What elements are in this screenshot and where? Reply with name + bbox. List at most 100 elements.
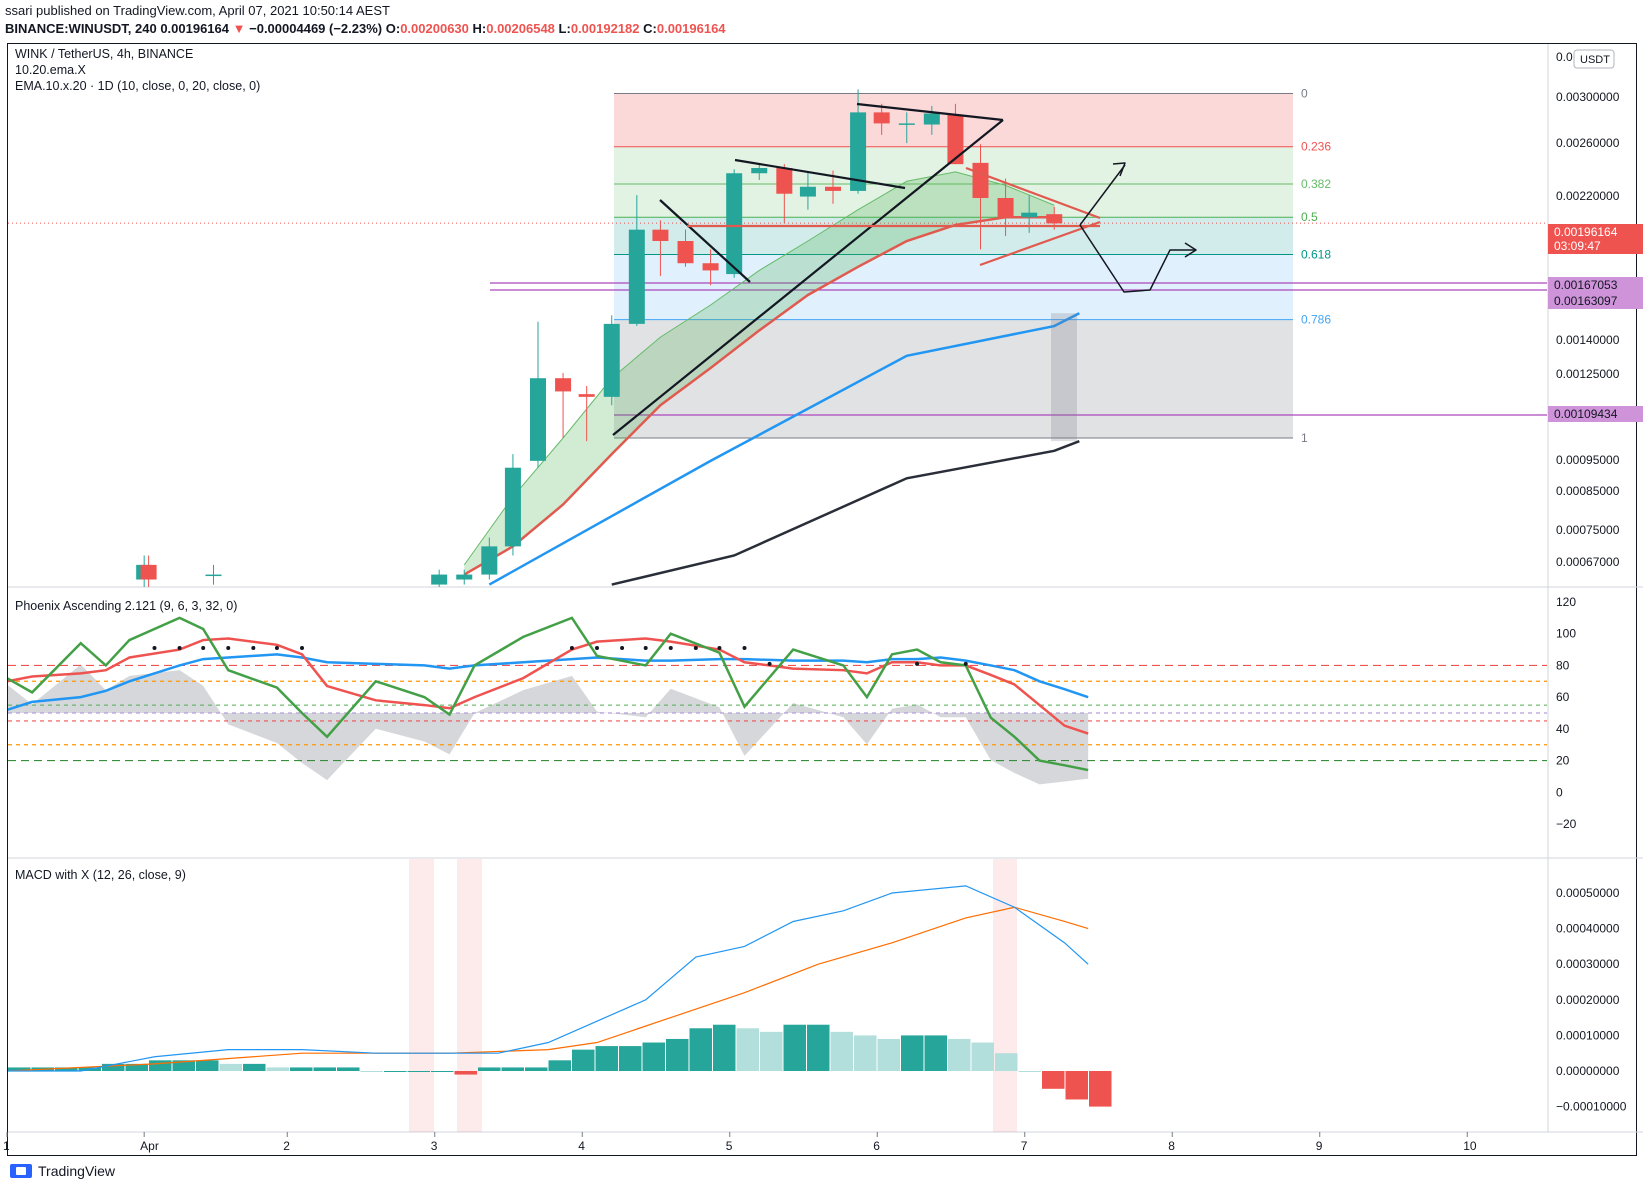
- oscillator-dot: [668, 645, 673, 650]
- time-tick-label: 10: [1463, 1139, 1477, 1153]
- macd-histogram-bar: [454, 1071, 477, 1075]
- macd-cross-band: [409, 859, 434, 1132]
- macd-histogram-bar: [595, 1046, 618, 1071]
- fib-label-0.618: 0.618: [1301, 247, 1331, 261]
- close-value: 0.00196164: [656, 21, 726, 36]
- candle-body: [652, 229, 669, 242]
- tradingview-logo-icon: [10, 1164, 32, 1178]
- candle-body: [603, 323, 620, 397]
- candle-body: [431, 574, 448, 585]
- time-tick-label: Apr: [140, 1139, 159, 1153]
- oscillator-dot: [717, 645, 722, 650]
- arrow-head: [1184, 242, 1197, 258]
- macd-histogram-bar: [642, 1042, 665, 1071]
- projection-arrow-up: [1079, 164, 1126, 226]
- macd-histogram-bar: [478, 1067, 501, 1071]
- time-tick-label: 1: [3, 1139, 10, 1153]
- macd-histogram-bar: [8, 1067, 31, 1071]
- macd-tick: 0.00000000: [1556, 1064, 1620, 1078]
- macd-histogram-bar: [337, 1067, 360, 1071]
- oscillator-tick: 120: [1556, 595, 1576, 609]
- macd-line: [8, 885, 1089, 1072]
- candle-body: [578, 394, 595, 397]
- tradingview-footer[interactable]: TradingView: [10, 1163, 115, 1179]
- time-tick-label: 8: [1168, 1139, 1175, 1153]
- fib-label-0.382: 0.382: [1301, 177, 1331, 191]
- macd-histogram-bar: [854, 1035, 877, 1071]
- price-tick: 0.00095000: [1556, 453, 1620, 467]
- fib-label-0: 0: [1301, 87, 1308, 101]
- oscillator-dot: [226, 645, 231, 650]
- oscillator-dot: [251, 645, 256, 650]
- fib-zone: [614, 319, 1293, 438]
- price-tick: 0.00140000: [1556, 333, 1620, 347]
- high-value: 0.00206548: [486, 21, 555, 36]
- time-tick-label: 3: [431, 1139, 438, 1153]
- macd-histogram-bar: [1042, 1071, 1065, 1089]
- ema-black-line: [611, 439, 1080, 586]
- macd-histogram-bar: [830, 1031, 853, 1071]
- price-tick: 0.00260000: [1556, 136, 1620, 150]
- oscillator-dot: [595, 645, 599, 650]
- wedge-upper: [965, 166, 1101, 220]
- oscillator-cloud: [8, 664, 1089, 785]
- price-badge: [1548, 224, 1643, 254]
- candle-body: [873, 112, 890, 124]
- macd-histogram-bar: [971, 1042, 994, 1071]
- candle-body: [1046, 214, 1063, 224]
- candle-body: [850, 112, 867, 191]
- currency-badge: [1573, 49, 1615, 69]
- macd-histogram-bar: [196, 1060, 219, 1071]
- candle-body: [972, 162, 989, 198]
- low-value: 0.00192182: [570, 21, 640, 36]
- macd-histogram-bar: [548, 1060, 571, 1071]
- close-label: C:: [643, 21, 657, 36]
- macd-histogram-bar: [172, 1060, 195, 1071]
- oscillator-dot: [274, 645, 279, 650]
- fib-label-1: 1: [1301, 431, 1308, 445]
- time-tick-label: 7: [1021, 1139, 1028, 1153]
- candle-body: [504, 467, 521, 547]
- open-value: 0.00200630: [400, 21, 469, 36]
- macd-histogram-bar: [501, 1067, 524, 1071]
- oscillator-tick: 40: [1556, 722, 1570, 736]
- trendline-flag: [659, 199, 751, 283]
- macd-tick: 0.00030000: [1556, 957, 1620, 971]
- oscillator-dot: [300, 645, 304, 650]
- down-arrow-icon: ▼: [232, 21, 246, 36]
- macd-histogram-bar: [243, 1063, 266, 1071]
- oscillator-dot: [915, 661, 920, 666]
- oscillator-dot: [201, 645, 206, 650]
- price-tick: 0.00085000: [1556, 484, 1620, 498]
- fib-label-0.5: 0.5: [1301, 210, 1318, 224]
- macd-histogram-bar: [525, 1067, 548, 1071]
- macd-tick: −0.00010000: [1556, 1100, 1627, 1114]
- candle-body: [140, 564, 157, 580]
- macd-histogram-bar: [149, 1060, 172, 1071]
- oscillator-dot: [643, 645, 648, 650]
- macd-histogram-bar: [689, 1028, 712, 1071]
- oscillator-dot: [742, 645, 747, 650]
- macd-signal-line: [8, 906, 1089, 1072]
- candle-body: [923, 113, 940, 125]
- trendline-mid: [734, 158, 906, 190]
- candle-body: [628, 229, 645, 324]
- ema-cloud: [464, 171, 1055, 575]
- macd-histogram-bar: [290, 1067, 313, 1071]
- trendline-top: [856, 102, 1004, 122]
- candle-body: [776, 168, 793, 194]
- time-tick-label: 9: [1316, 1139, 1323, 1153]
- projection-arrow-down: [1079, 224, 1195, 293]
- price-tick: 0.00220000: [1556, 189, 1620, 203]
- candle-body: [702, 263, 719, 271]
- candle-body: [898, 123, 915, 125]
- macd-pane: [8, 859, 1112, 1132]
- macd-tick: 0.00010000: [1556, 1028, 1620, 1042]
- candle-body: [751, 168, 768, 174]
- oscillator-tick: 0: [1556, 785, 1563, 799]
- currency-badge-text: USDT: [1580, 54, 1610, 66]
- macd-histogram-bar: [948, 1038, 971, 1071]
- macd-title: MACD with X (12, 26, close, 9): [15, 868, 186, 882]
- oscillator-dot: [569, 645, 574, 650]
